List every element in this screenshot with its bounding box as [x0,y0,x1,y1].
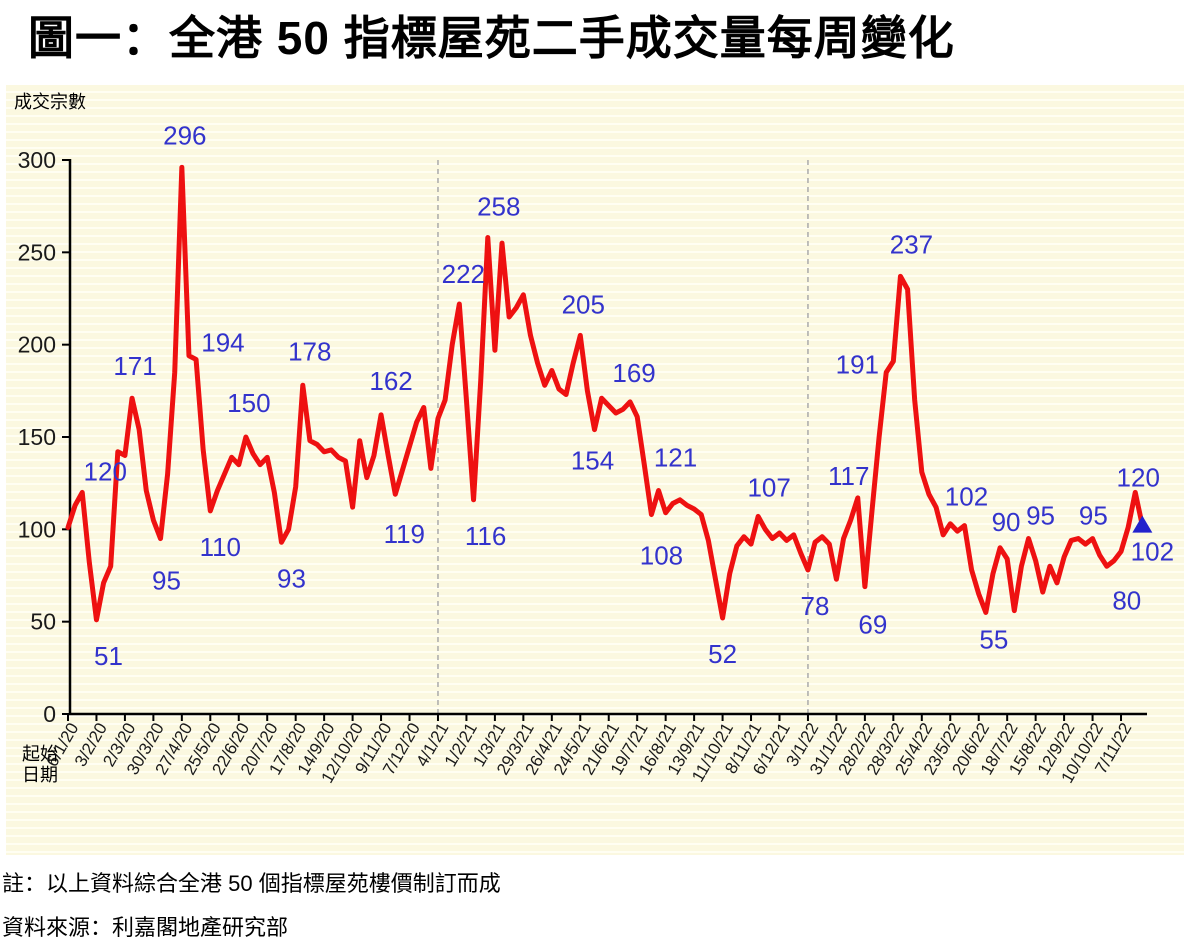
data-label: 169 [612,358,655,388]
x-axis-title-line2: 日期 [22,765,58,785]
data-label: 51 [94,641,123,671]
latest-point-marker [1132,515,1153,533]
chart-title: 圖一：全港 50 指標屋苑二手成交量每周變化 [28,12,955,64]
series-line [65,164,1145,623]
data-label: 205 [562,289,605,319]
data-label: 194 [201,328,244,358]
data-label: 162 [369,366,412,396]
y-tick-label: 200 [18,332,56,358]
data-label: 102 [1131,537,1174,567]
data-label: 95 [152,566,181,596]
y-tick-label: 100 [18,516,56,542]
data-label: 110 [200,532,241,562]
y-tick-label: 150 [18,424,56,450]
data-label: 296 [163,120,206,150]
x-axis-title: 起始 日期 [22,744,58,786]
data-label: 120 [84,456,127,486]
data-label: 55 [979,624,1008,654]
data-label: 69 [858,610,887,640]
y-tick-label: 250 [18,239,56,265]
data-label: 90 [992,507,1021,537]
data-label: 107 [747,472,790,502]
data-label: 150 [227,388,270,418]
dashed-gridlines [437,160,809,714]
data-label: 222 [442,259,485,289]
data-label: 117 [828,461,869,491]
data-label: 116 [465,521,506,551]
data-labels: 120 51 171 95 296 194 110 150 93 178 162 119 222 116 2… [84,120,1175,670]
data-label: 171 [113,351,156,381]
source-note: 資料來源：利嘉閣地產研究部 [2,915,289,940]
x-axis-title-line1: 起始 [22,744,58,764]
data-label: 191 [836,349,879,379]
data-label: 154 [571,446,614,476]
data-label: 80 [1112,585,1141,615]
x-axis-ticks: 6/1/203/2/202/3/2030/3/2027/4/2025/5/202… [42,714,1135,786]
y-tick-label: 300 [18,147,56,173]
footnote: 註：以上資料綜合全港 50 個指標屋苑樓價制訂而成 [2,871,501,896]
data-label: 52 [708,639,737,669]
data-label: 102 [945,482,988,512]
y-tick-label: 50 [30,609,56,635]
data-label: 93 [277,563,306,593]
y-axis-title: 成交宗數 [14,92,86,112]
data-label: 121 [654,443,697,473]
data-label: 258 [477,192,520,222]
y-tick-label: 0 [43,701,56,727]
data-label: 78 [800,591,829,621]
data-label: 119 [384,519,425,549]
data-label: 120 [1117,462,1160,492]
data-label: 108 [640,541,683,571]
end-marker [1132,515,1153,533]
data-label: 95 [1026,501,1055,531]
data-label: 178 [288,336,331,366]
data-label: 237 [890,229,933,259]
y-axis-ticks: 0 50 100 150 200 250 300 [18,147,70,727]
chart-canvas: 0 50 100 150 200 250 300 6/1/203/2/202/3/2030/3… [18,120,1175,786]
data-label: 95 [1079,501,1108,531]
plot-panel [6,85,1184,855]
